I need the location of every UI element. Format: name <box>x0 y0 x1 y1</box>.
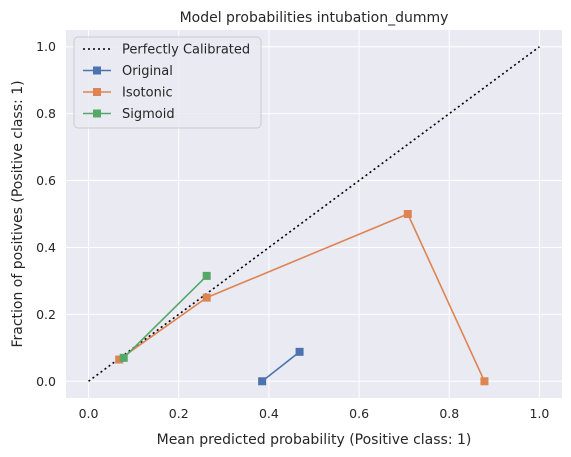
series-perfectly-calibrated <box>88 46 540 382</box>
x-tick-label: 0.0 <box>79 406 99 421</box>
legend-label: Original <box>122 64 173 79</box>
legend-label: Sigmoid <box>122 107 175 122</box>
series-layer <box>88 46 540 386</box>
tick-labels: 0.0 0.2 0.4 0.6 0.8 1.0 0.0 0.2 0.4 0.6 0.8 1.0 <box>36 39 549 421</box>
legend-box <box>73 36 262 129</box>
data-point <box>403 210 412 218</box>
series-line <box>88 46 540 382</box>
legend-entry: Isotonic <box>83 86 173 101</box>
data-point <box>202 293 211 302</box>
series-sigmoid <box>119 271 211 362</box>
series-line <box>123 275 208 359</box>
x-tick-label: 0.2 <box>169 406 189 421</box>
y-tick-label: 0.4 <box>36 240 56 255</box>
legend: Perfectly Calibrated Original Isotonic Sigm… <box>73 36 262 129</box>
legend-entry: Sigmoid <box>83 107 175 122</box>
legend-marker <box>93 88 101 96</box>
y-tick-label: 0.2 <box>36 307 56 322</box>
y-axis-label: Fraction of positives (Positive class: 1… <box>10 80 26 347</box>
x-axis-label: Mean predicted probability (Positive cla… <box>157 432 472 448</box>
series-line <box>118 212 486 382</box>
x-tick-label: 0.4 <box>259 406 279 421</box>
x-tick-label: 0.8 <box>439 406 459 421</box>
y-tick-label: 1.0 <box>36 39 56 54</box>
data-point <box>258 377 267 386</box>
data-point <box>115 355 124 364</box>
y-tick-label: 0.8 <box>36 106 56 121</box>
series-isotonic <box>115 210 489 386</box>
data-point <box>202 271 211 280</box>
legend-label: Perfectly Calibrated <box>122 43 250 58</box>
x-tick-label: 0.6 <box>349 406 369 421</box>
legend-marker <box>93 109 101 118</box>
legend-entry: Original <box>83 64 173 79</box>
y-tick-label: 0.6 <box>36 173 56 188</box>
chart-title: Model probabilities intubation_dummy <box>180 10 449 26</box>
data-point <box>480 377 489 386</box>
data-point <box>119 353 128 362</box>
legend-label: Isotonic <box>122 86 173 101</box>
x-tick-label: 1.0 <box>530 406 550 421</box>
series-original <box>258 347 304 386</box>
series-line <box>261 351 301 382</box>
data-point <box>295 347 304 356</box>
legend-marker <box>93 66 101 75</box>
y-tick-label: 0.0 <box>36 374 56 389</box>
legend-entry: Perfectly Calibrated <box>83 43 250 58</box>
grid-lines <box>66 30 562 398</box>
